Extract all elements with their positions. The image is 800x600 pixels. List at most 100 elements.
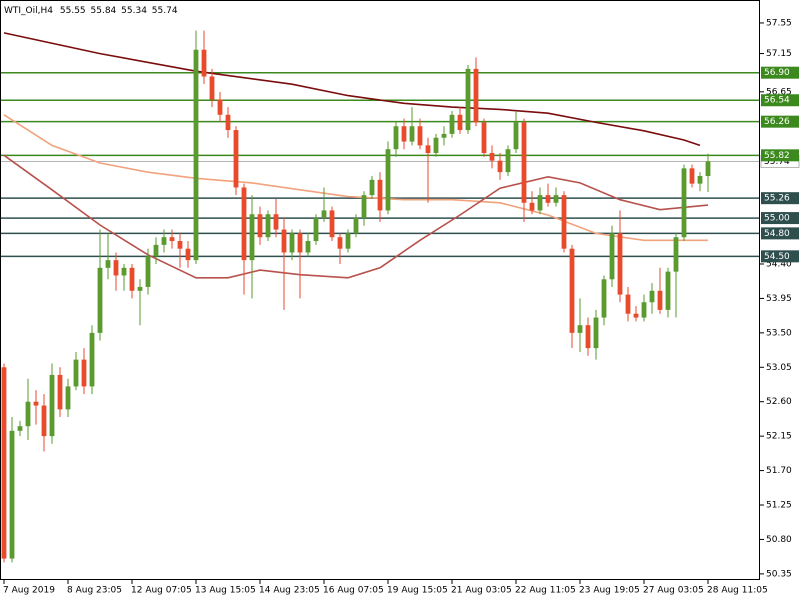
candle-body: [657, 290, 663, 310]
level-label-box: [761, 250, 799, 263]
y-tick-label: 51.70: [766, 466, 792, 476]
candle-body: [305, 241, 311, 253]
level-label-box: [761, 115, 799, 128]
y-tick-label: 50.80: [766, 535, 792, 545]
candle-body: [65, 386, 71, 410]
candle-body: [425, 145, 431, 154]
candle-body: [281, 229, 287, 253]
candle-body: [201, 49, 207, 77]
candle-body: [137, 286, 143, 291]
candle-body: [545, 195, 551, 203]
x-tick-label: 16 Aug 07:05: [323, 586, 384, 596]
candle-body: [521, 122, 527, 203]
y-tick-label: 54.40: [766, 259, 792, 269]
candle-body: [289, 233, 295, 253]
candle-body: [33, 401, 39, 406]
candle-body: [193, 49, 199, 261]
candle-body: [697, 175, 703, 184]
candle-body: [649, 290, 655, 303]
level-label-box: [761, 212, 799, 225]
x-tick-label: 13 Aug 15:05: [195, 586, 256, 596]
candle-body: [145, 256, 151, 287]
candle-body: [321, 210, 327, 219]
candle-body: [1, 367, 7, 559]
x-tick-label: 7 Aug 2019: [3, 586, 55, 596]
candle-body: [265, 214, 271, 238]
y-tick-label: 53.50: [766, 328, 792, 338]
candle-body: [353, 218, 359, 234]
candle-body: [25, 401, 31, 427]
level-label: 54.50: [764, 252, 790, 262]
y-tick-label: 51.25: [766, 501, 792, 511]
candle-body: [665, 271, 671, 310]
x-tick-label: 28 Aug 11:05: [707, 586, 768, 596]
candle-body: [401, 126, 407, 142]
y-tick-label: 53.95: [766, 294, 792, 304]
candle-body: [489, 153, 495, 161]
y-tick-label: 50.35: [766, 569, 792, 579]
candle-body: [81, 359, 87, 387]
candle-body: [177, 241, 183, 249]
candle-body: [225, 114, 231, 131]
candle-body: [73, 359, 79, 387]
candle-body: [49, 374, 55, 437]
candle-body: [641, 302, 647, 318]
candle-body: [329, 210, 335, 238]
candle-body: [473, 68, 479, 123]
open-value: 55.55: [60, 6, 86, 16]
candle-body: [385, 149, 391, 211]
candle-body: [409, 126, 415, 142]
y-tick-label: 57.55: [766, 18, 792, 28]
candle-body: [673, 237, 679, 272]
candle-body: [593, 317, 599, 349]
candle-body: [9, 430, 15, 559]
candle-body: [89, 332, 95, 387]
candle-body: [441, 133, 447, 138]
candle-body: [465, 68, 471, 131]
candle-body: [513, 122, 519, 150]
candle-body: [313, 218, 319, 242]
y-tick-label: 56.65: [766, 87, 792, 97]
low-value: 55.34: [121, 6, 147, 16]
level-label-box: [761, 94, 799, 107]
candle-body: [169, 237, 175, 242]
x-tick-label: 22 Aug 11:05: [515, 586, 576, 596]
candle-body: [457, 114, 463, 131]
moving-average-line: [3, 114, 708, 242]
candle-body: [233, 130, 239, 188]
candle-body: [369, 179, 375, 196]
level-label: 55.00: [764, 214, 790, 224]
candle-body: [185, 248, 191, 261]
level-label-box: [761, 149, 799, 162]
level-label-box: [761, 192, 799, 205]
candle-body: [481, 122, 487, 154]
y-tick-label: 52.15: [766, 432, 792, 442]
candle-body: [577, 325, 583, 333]
y-tick-label: 57.15: [766, 49, 792, 59]
candle-body: [505, 149, 511, 173]
moving-average-line: [3, 154, 709, 279]
candle-body: [249, 214, 255, 261]
candle-body: [209, 76, 215, 100]
candle-body: [105, 260, 111, 268]
candle-body: [153, 244, 159, 257]
candle-body: [681, 168, 687, 238]
level-label-box: [761, 227, 799, 240]
candle-body: [585, 325, 591, 349]
candle-body: [273, 214, 279, 230]
candle-body: [337, 237, 343, 249]
candle-body: [537, 195, 543, 211]
candle-body: [553, 195, 559, 203]
candle-body: [345, 233, 351, 249]
level-label: 55.26: [764, 194, 790, 204]
symbol: WTI_Oil,H4: [4, 6, 53, 16]
candle-body: [121, 267, 127, 276]
chart-header: WTI_Oil,H4 55.55 55.84 55.34 55.74: [4, 6, 178, 16]
level-label: 56.26: [764, 117, 790, 127]
plot-frame: [0, 0, 760, 580]
candle-body: [449, 114, 455, 134]
level-label: 56.90: [764, 68, 790, 78]
x-tick-label: 27 Aug 03:05: [643, 586, 704, 596]
candle-body: [377, 179, 383, 211]
